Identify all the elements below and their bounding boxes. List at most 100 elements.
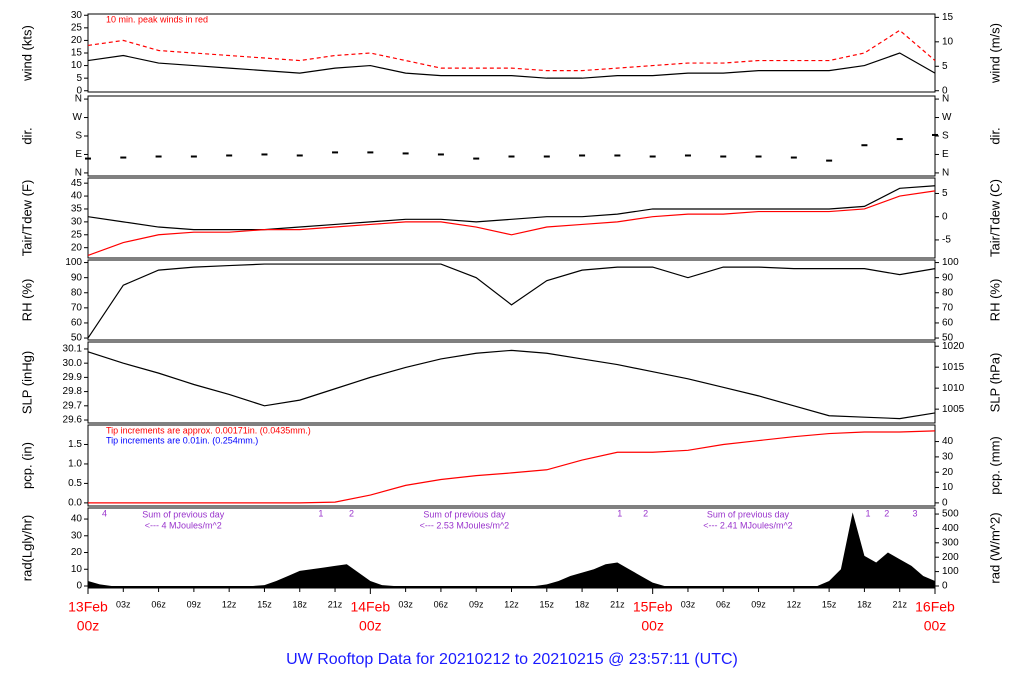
direction-mark — [473, 157, 480, 160]
y2-tick-label: N — [942, 94, 949, 105]
direction-mark — [861, 144, 868, 147]
y-axis-label: rad(Lgly/hr) — [19, 515, 34, 581]
y2-tick-label: 0 — [942, 581, 948, 592]
y2-tick-label: E — [942, 149, 949, 160]
direction-mark — [826, 159, 833, 162]
y-tick-label: 10 — [71, 564, 83, 575]
x-day-label: 16Feb — [915, 599, 955, 615]
x-tick-label: 15z — [822, 599, 837, 609]
annotation: Tip increments are approx. 0.00171in. (0… — [106, 425, 311, 435]
series-line — [87, 29, 936, 72]
y2-axis-label: rad (W/m^2) — [987, 512, 1002, 583]
x-day-hour: 00z — [924, 618, 947, 634]
y-tick-label: 25 — [71, 22, 83, 33]
y-tick-label: 30 — [71, 217, 83, 228]
y2-axis-label: dir. — [987, 127, 1002, 144]
y2-tick-label: 90 — [942, 272, 954, 283]
x-tick-label: 09z — [751, 599, 766, 609]
y-axis-label: wind (kts) — [19, 25, 34, 82]
y-tick-label: 70 — [71, 302, 83, 313]
direction-mark — [120, 156, 127, 159]
series-line — [87, 52, 936, 79]
x-day-label: 14Feb — [350, 599, 390, 615]
x-day-label: 13Feb — [68, 599, 108, 615]
direction-mark — [332, 151, 339, 154]
y2-axis-label: RH (%) — [987, 279, 1002, 322]
marker: 2 — [884, 508, 889, 518]
y-tick-label: 0 — [76, 581, 82, 592]
y2-tick-label: 1020 — [942, 341, 965, 352]
y2-axis-label: SLP (hPa) — [987, 353, 1002, 413]
direction-mark — [932, 133, 938, 136]
y-tick-label: 1.0 — [68, 459, 82, 470]
y-tick-label: 90 — [71, 272, 83, 283]
series-line — [88, 430, 936, 504]
y-tick-label: 0.5 — [68, 478, 82, 489]
direction-mark — [226, 154, 233, 157]
x-tick-label: 03z — [116, 599, 131, 609]
marker: 2 — [643, 508, 648, 518]
direction-mark — [190, 155, 197, 158]
y-tick-label: N — [75, 168, 82, 179]
y2-tick-label: 5 — [942, 61, 948, 72]
panel-frame — [87, 424, 936, 507]
y2-tick-label: 0 — [942, 498, 948, 509]
annotation: Tip increments are 0.01in. (0.254mm.) — [106, 435, 258, 445]
y-tick-label: 60 — [71, 318, 83, 329]
y2-tick-label: -5 — [942, 235, 951, 246]
chart-title: UW Rooftop Data for 20210212 to 20210215… — [286, 651, 738, 668]
y-tick-label: 0 — [76, 85, 82, 96]
y2-tick-label: 100 — [942, 257, 959, 268]
panel-frame — [87, 259, 936, 341]
x-tick-label: 06z — [716, 599, 731, 609]
note: <--- 2.53 MJoules/m^2 — [420, 520, 510, 530]
y2-axis-label: Tair/Tdew (C) — [987, 179, 1002, 257]
marker: 2 — [349, 508, 354, 518]
note: Sum of previous day — [142, 509, 225, 519]
panel-frame — [87, 13, 936, 93]
series-line — [87, 190, 936, 256]
marker: 1 — [865, 508, 870, 518]
y-tick-label: 20 — [71, 35, 83, 46]
y2-tick-label: 1005 — [942, 404, 965, 415]
y2-tick-label: S — [942, 131, 949, 142]
x-tick-label: 09z — [187, 599, 202, 609]
note: <--- 4 MJoules/m^2 — [145, 520, 222, 530]
y-axis-label: RH (%) — [19, 279, 34, 322]
marker: 4 — [102, 508, 107, 518]
y2-tick-label: 50 — [942, 333, 954, 344]
direction-mark — [543, 155, 550, 158]
direction-mark — [402, 152, 409, 155]
y-axis-label: pcp. (in) — [19, 442, 34, 489]
y2-tick-label: 20 — [942, 467, 954, 478]
y2-tick-label: W — [942, 112, 952, 123]
y2-tick-label: 70 — [942, 302, 954, 313]
y-tick-label: 30 — [71, 530, 83, 541]
y-axis-label: SLP (inHg) — [19, 351, 34, 414]
y2-tick-label: 10 — [942, 36, 954, 47]
marker: 1 — [318, 508, 323, 518]
y2-tick-label: 60 — [942, 318, 954, 329]
y-tick-label: 30 — [71, 10, 83, 21]
y-tick-label: E — [75, 149, 82, 160]
x-day-hour: 00z — [359, 618, 382, 634]
y2-tick-label: N — [942, 168, 949, 179]
direction-mark — [508, 155, 515, 158]
y2-tick-label: 80 — [942, 287, 954, 298]
y-tick-label: 80 — [71, 287, 83, 298]
y-tick-label: 40 — [71, 191, 83, 202]
direction-mark — [649, 155, 656, 158]
y-tick-label: W — [73, 112, 83, 123]
x-tick-label: 12z — [504, 599, 519, 609]
y-tick-label: 100 — [65, 257, 82, 268]
direction-mark — [296, 154, 303, 157]
x-tick-label: 09z — [469, 599, 484, 609]
x-tick-label: 18z — [857, 599, 872, 609]
y2-tick-label: 0 — [942, 211, 948, 222]
y-tick-label: 5 — [76, 73, 82, 84]
y-tick-label: S — [75, 131, 82, 142]
x-tick-label: 18z — [575, 599, 590, 609]
x-tick-label: 15z — [257, 599, 272, 609]
direction-mark — [367, 151, 374, 154]
y-tick-label: 20 — [71, 242, 83, 253]
